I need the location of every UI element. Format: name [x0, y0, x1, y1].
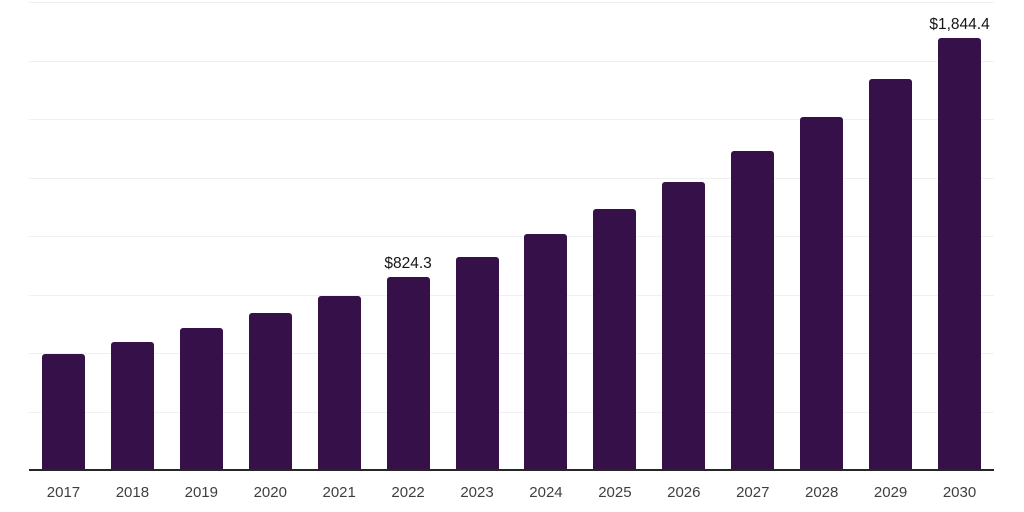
x-tick-label-2022: 2022	[391, 484, 425, 501]
gridline-1000	[29, 236, 994, 237]
x-axis-line	[29, 469, 994, 471]
bar-2028	[800, 116, 844, 470]
gridline-1750	[29, 60, 994, 62]
bar-2019	[179, 327, 223, 470]
x-tick-label-2028: 2028	[804, 484, 839, 501]
gridline-1500	[29, 119, 994, 120]
x-tick-label-2027: 2027	[736, 484, 770, 501]
x-tick-label-2029: 2029	[873, 484, 908, 501]
bar-2020	[248, 312, 292, 470]
bar-2022	[386, 277, 430, 470]
x-tick-label-2018: 2018	[115, 484, 150, 501]
x-tick-label-2026: 2026	[667, 484, 701, 501]
x-tick-label-2023: 2023	[460, 484, 494, 501]
x-tick-label-2024: 2024	[529, 484, 563, 501]
bar-2029	[869, 79, 913, 470]
bar-2026	[662, 181, 706, 470]
bar-2024	[524, 233, 568, 470]
x-tick-label-2021: 2021	[322, 484, 356, 501]
gridline-250	[29, 411, 994, 413]
bar-2025	[593, 208, 637, 470]
data-label-2030: $1,844.4	[929, 16, 990, 34]
bar-2023	[455, 256, 499, 470]
data-label-2022: $824.3	[384, 255, 432, 273]
gridline-500	[29, 353, 994, 354]
bar-2021	[317, 295, 361, 470]
bar-2030	[938, 38, 982, 470]
gridline-2000	[29, 2, 994, 3]
x-tick-label-2030: 2030	[942, 484, 977, 501]
gridline-750	[29, 294, 994, 296]
x-tick-label-2025: 2025	[598, 484, 632, 501]
bar-2027	[731, 150, 775, 470]
x-tick-label-2020: 2020	[253, 484, 287, 501]
x-tick-label-2019: 2019	[184, 484, 218, 501]
x-tick-label-2017: 2017	[46, 484, 81, 501]
bar-2018	[110, 341, 154, 470]
bar-2017	[41, 353, 85, 470]
gridline-1250	[29, 177, 994, 179]
